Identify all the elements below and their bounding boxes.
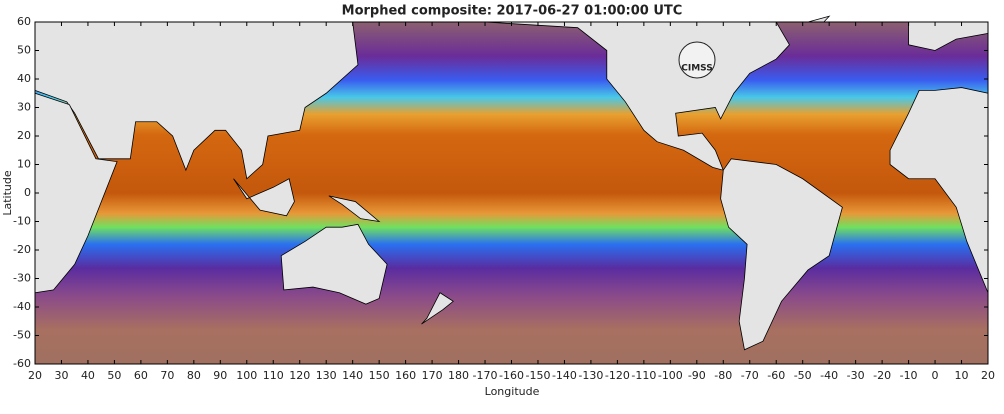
- x-tick-label: 130: [316, 369, 337, 382]
- x-tick-label: -80: [714, 369, 732, 382]
- y-tick-label: -40: [13, 300, 31, 313]
- x-tick-label: -70: [741, 369, 759, 382]
- x-axis-label: Longitude: [485, 385, 540, 398]
- x-tick-label: -150: [525, 369, 550, 382]
- land-mass: [328, 195, 381, 223]
- x-tick-label: -10: [900, 369, 918, 382]
- x-tick-label: -170: [473, 369, 498, 382]
- map-title: Morphed composite: 2017-06-27 01:00:00 U…: [342, 4, 683, 19]
- y-tick-label: -20: [13, 243, 31, 256]
- x-tick-label: 100: [236, 369, 257, 382]
- plot-area: [34, 15, 989, 364]
- x-tick-label: 170: [422, 369, 443, 382]
- y-tick-label: -30: [13, 272, 31, 285]
- x-tick-label: 80: [187, 369, 201, 382]
- land-mass: [34, 92, 118, 294]
- x-tick-label: 150: [369, 369, 390, 382]
- x-tick-label: 40: [81, 369, 95, 382]
- x-tick-label: 30: [54, 369, 68, 382]
- x-tick-label: 0: [932, 369, 939, 382]
- x-tick-label: 70: [160, 369, 174, 382]
- x-tick-label: 20: [981, 369, 995, 382]
- y-tick-label: 50: [17, 44, 31, 57]
- y-tick-label: 0: [24, 186, 31, 199]
- land-mass: [421, 292, 454, 325]
- land-mass: [34, 21, 359, 180]
- x-tick-label: -90: [688, 369, 706, 382]
- x-tick-label: -40: [820, 369, 838, 382]
- x-tick-label: -160: [499, 369, 524, 382]
- x-tick-label: -130: [578, 369, 603, 382]
- y-tick-label: -60: [13, 357, 31, 370]
- x-tick-label: -20: [873, 369, 891, 382]
- x-tick-label: 20: [28, 369, 42, 382]
- x-tick-label: -50: [794, 369, 812, 382]
- land-mass: [280, 223, 388, 305]
- x-tick-label: 160: [395, 369, 416, 382]
- x-tick-label: 140: [342, 369, 363, 382]
- x-tick-label: 10: [955, 369, 969, 382]
- logo-badge: [678, 41, 716, 79]
- x-tick-label: 90: [213, 369, 227, 382]
- land-mass: [807, 15, 831, 23]
- y-tick-label: 20: [17, 129, 31, 142]
- x-tick-label: -30: [847, 369, 865, 382]
- y-tick-label: 30: [17, 101, 31, 114]
- y-tick-label: -50: [13, 329, 31, 342]
- y-tick-label: 60: [17, 15, 31, 28]
- logo-text: CIMSS: [681, 64, 712, 74]
- x-tick-label: -100: [658, 369, 683, 382]
- x-tick-label: -110: [631, 369, 656, 382]
- y-tick-label: -10: [13, 215, 31, 228]
- land-mass: [233, 178, 295, 217]
- x-tick-label: 120: [289, 369, 310, 382]
- y-tick-label: 40: [17, 72, 31, 85]
- x-tick-label: 60: [134, 369, 148, 382]
- x-tick-label: 50: [107, 369, 121, 382]
- x-tick-label: -120: [605, 369, 630, 382]
- x-tick-label: -60: [767, 369, 785, 382]
- land-mass: [720, 158, 843, 351]
- x-tick-label: -140: [552, 369, 577, 382]
- x-tick-label: 110: [263, 369, 284, 382]
- y-tick-label: 10: [17, 158, 31, 171]
- y-axis-label: Latitude: [1, 170, 14, 216]
- x-tick-label: 180: [448, 369, 469, 382]
